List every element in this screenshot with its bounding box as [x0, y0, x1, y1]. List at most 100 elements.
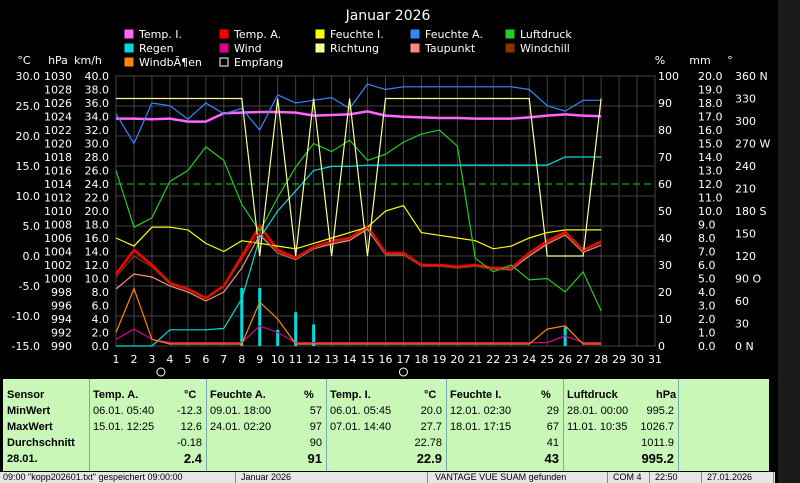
y-tick-label: 300 [735, 115, 756, 128]
y-tick-label: 30.0 [85, 138, 110, 151]
y-tick-label: -15.0 [12, 340, 40, 353]
col-unit: °C [424, 389, 437, 401]
series-line-taupunkt [115, 228, 602, 302]
axis-unit-label: km/h [74, 54, 102, 67]
x-tick-label: 1 [113, 353, 120, 366]
y-tick-label: 4.0 [698, 286, 716, 299]
y-tick-label: 15.0 [16, 160, 41, 173]
avg-value: 41 [546, 437, 559, 449]
y-tick-label: 20.0 [16, 130, 41, 143]
x-tick-label: 3 [148, 353, 155, 366]
y-tick-label: 12.0 [85, 259, 110, 272]
x-tick-label: 8 [238, 353, 245, 366]
col-unit: hPa [656, 389, 677, 401]
y-tick-label: 1016 [44, 165, 72, 178]
min-value: 20.0 [420, 405, 442, 417]
x-tick-label: 17 [396, 353, 410, 366]
y-tick-label: 17.0 [698, 111, 723, 124]
x-tick-label: 10 [271, 353, 285, 366]
y-tick-label: 998 [51, 286, 72, 299]
y-tick-label: 11.0 [698, 192, 723, 205]
max-value: 27.7 [420, 421, 442, 433]
axis-unit-label: mm [689, 54, 710, 67]
col-unit: % [541, 389, 551, 401]
y-tick-label: 2.0 [92, 327, 110, 340]
y-tick-label: 20.0 [85, 205, 110, 218]
legend-swatch [219, 43, 229, 53]
max-value: 67 [546, 421, 559, 433]
legend-label: Windchill [520, 42, 570, 55]
y-tick-label: 25.0 [16, 100, 41, 113]
y-tick-label: 1010 [44, 205, 72, 218]
y-tick-label: 20 [658, 286, 672, 299]
col-unit: % [304, 389, 314, 401]
series-line-temp-i- [116, 110, 602, 123]
window-edge [775, 0, 800, 483]
y-tick-label: 210 [735, 183, 756, 196]
status-station: VANTAGE VUE SUAM gefunden [432, 472, 608, 483]
rain-bar [258, 287, 262, 346]
y-tick-label: 32.0 [85, 124, 110, 137]
legend-swatch [410, 43, 420, 53]
y-tick-label: 8.0 [698, 232, 716, 245]
x-tick-label: 12 [307, 353, 321, 366]
status-file: 09:00 "kopp202601.txt" gespeichert 09:00… [0, 472, 236, 483]
col-title: Luftdruck [567, 389, 618, 401]
y-tick-label: 1014 [44, 178, 72, 191]
x-tick-label: 15 [361, 353, 375, 366]
col-title: Feuchte I. [450, 389, 502, 401]
y-tick-label: 1008 [44, 219, 72, 232]
x-tick-label: 19 [432, 353, 446, 366]
y-tick-label: 2.0 [698, 313, 716, 326]
y-tick-label: 40 [658, 232, 672, 245]
max-time: 15.01. 12:25 [93, 421, 155, 433]
min-value: -12.3 [176, 405, 202, 417]
y-tick-label: 22.0 [85, 192, 110, 205]
summary-panel: Sensor MinWert MaxWert Durchschnitt 28.0… [3, 379, 769, 471]
y-tick-label: 14.0 [698, 151, 723, 164]
y-tick-label: 30 [735, 318, 749, 331]
rain-bar [294, 312, 298, 346]
y-tick-label: 10.0 [698, 205, 723, 218]
summary-column: Feuchte A.% 09.01. 18:00 57 24.01. 02:20 97 9… [206, 379, 327, 471]
col-title: Temp. A. [93, 389, 139, 401]
x-tick-label: 28 [594, 353, 608, 366]
legend-label: Empfang [234, 56, 283, 69]
max-value: 1026.7 [640, 421, 674, 433]
y-tick-label: 1004 [44, 246, 72, 259]
y-tick-label: -10.0 [12, 310, 40, 323]
y-tick-label: 994 [51, 313, 72, 326]
min-time: 06.01. 05:45 [330, 405, 392, 417]
col-title: Feuchte A. [210, 389, 266, 401]
x-tick-label: 6 [202, 353, 209, 366]
current-value: 43 [544, 451, 559, 466]
series-line-feuchte-i- [115, 204, 602, 253]
y-tick-label: 12.0 [698, 178, 723, 191]
y-tick-label: 0 [658, 340, 665, 353]
y-tick-label: 50 [658, 205, 672, 218]
legend-swatch [124, 57, 134, 67]
y-tick-label: -5.0 [19, 280, 40, 293]
legend-label: Feuchte I. [330, 28, 384, 41]
legend-label: Regen [139, 42, 174, 55]
axis-unit-label: ° [727, 54, 733, 67]
y-tick-label: 19.0 [698, 84, 723, 97]
series-line-windchill [115, 226, 602, 300]
y-tick-label: 15.0 [698, 138, 723, 151]
y-tick-label: 1.0 [698, 327, 716, 340]
y-tick-label: 14.0 [85, 246, 110, 259]
x-tick-label: 5 [184, 353, 191, 366]
y-tick-label: 6.0 [698, 259, 716, 272]
series-line-richtung [116, 97, 602, 257]
min-time: 06.01. 05:40 [93, 405, 155, 417]
legend-label: Taupunkt [424, 42, 476, 55]
y-tick-label: 1022 [44, 124, 72, 137]
y-tick-label: 120 [735, 250, 756, 263]
y-tick-label: 5.0 [698, 273, 716, 286]
y-tick-label: 8.0 [92, 286, 110, 299]
min-value: 57 [309, 405, 322, 417]
x-tick-label: 31 [648, 353, 662, 366]
y-tick-label: 30 [658, 259, 672, 272]
status-month: Januar 2026 [238, 472, 428, 483]
y-tick-label: 60 [658, 178, 672, 191]
